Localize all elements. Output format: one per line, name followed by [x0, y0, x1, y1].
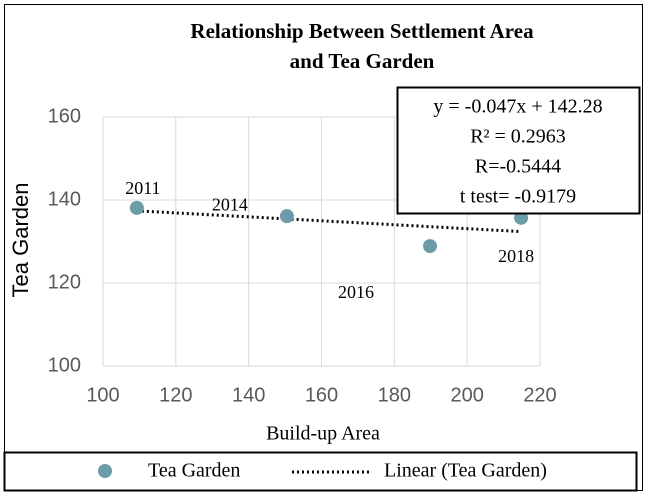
y-tick-label: 120 — [48, 271, 81, 293]
legend-marker — [98, 464, 112, 478]
annotation-box — [396, 86, 641, 215]
legend-label: Linear (Tea Garden) — [384, 460, 547, 482]
chart-border — [4, 4, 643, 491]
point-label: 2014 — [212, 194, 248, 214]
annotation-text: y = -0.047x + 142.28 — [433, 96, 602, 118]
annotation-text: R² = 0.2963 — [470, 126, 566, 148]
x-tick-label: 140 — [232, 384, 265, 406]
point-label: 2016 — [338, 282, 374, 302]
data-point — [279, 209, 294, 224]
data-point — [423, 239, 438, 254]
x-tick-label: 120 — [159, 384, 192, 406]
point-label: 2018 — [498, 246, 534, 266]
chart-title: and Tea Garden — [290, 49, 435, 73]
x-tick-label: 200 — [450, 384, 483, 406]
trendline — [136, 209, 522, 234]
x-tick-label: 160 — [305, 384, 338, 406]
y-tick-label: 100 — [48, 354, 81, 376]
annotation-text: t test= -0.9179 — [460, 186, 576, 208]
x-tick-label: 100 — [86, 384, 119, 406]
point-label: 2011 — [125, 178, 160, 198]
data-point — [129, 200, 144, 215]
legend-label: Tea Garden — [148, 460, 240, 482]
y-tick-label: 160 — [48, 105, 81, 127]
y-tick-label: 140 — [48, 188, 81, 210]
annotation-text: R=-0.5444 — [475, 156, 561, 178]
y-axis-title: Tea Garden — [8, 183, 33, 298]
x-tick-label: 180 — [378, 384, 411, 406]
x-axis-title: Build-up Area — [266, 423, 380, 445]
x-tick-label: 220 — [523, 384, 556, 406]
chart-title: Relationship Between Settlement Area — [190, 19, 534, 43]
